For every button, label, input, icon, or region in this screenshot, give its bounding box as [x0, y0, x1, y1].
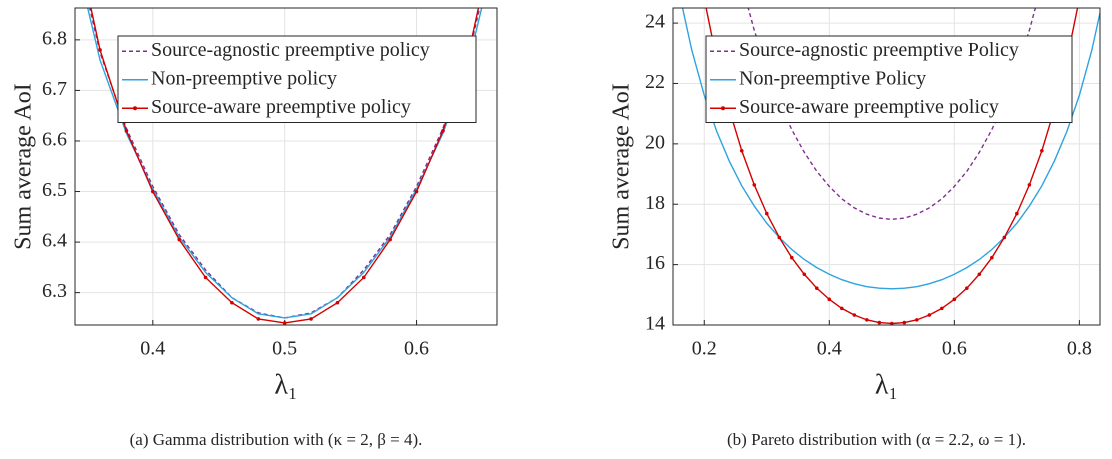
- legend-box: [117, 35, 477, 123]
- caption: (b) Pareto distribution with (α = 2.2, ω…: [727, 430, 1026, 449]
- y-tick-label: 24: [645, 11, 665, 33]
- legend-marker: [721, 106, 725, 111]
- subplot: 0.4 0.5 0.6 6.3 6.4 6.5 6.6 6.7 6.8 Source-agnost…: [11, 7, 498, 449]
- marker: [839, 306, 844, 311]
- marker: [752, 183, 757, 187]
- marker: [1040, 149, 1044, 153]
- marker: [952, 297, 957, 302]
- subplot: 0.2 0.4 0.6 0.8 14 16 18 20 22 24 Source-agnostic …: [609, 0, 1101, 449]
- marker: [927, 313, 932, 317]
- series-group: [681, 0, 1100, 325]
- marker: [852, 313, 857, 317]
- caption: (a) Gamma distribution with (κ = 2, β = …: [130, 430, 423, 449]
- marker: [414, 189, 419, 194]
- marker: [777, 235, 782, 240]
- marker: [151, 189, 155, 194]
- x-axis-label: λ₁: [875, 369, 898, 400]
- legend-box: [705, 35, 1073, 123]
- series-line: [747, 8, 1037, 221]
- marker: [362, 275, 366, 280]
- x-tick-label: 0.8: [1067, 338, 1092, 360]
- marker: [702, 0, 706, 1]
- marker: [98, 48, 102, 52]
- legend-label: Source-aware preemptive policy: [739, 96, 999, 118]
- marker: [309, 317, 313, 321]
- marker: [1015, 211, 1019, 216]
- y-tick-label: 20: [645, 131, 665, 153]
- y-tick-label: 6.8: [42, 27, 67, 49]
- y-axis-label: Sum average AoI: [11, 83, 37, 250]
- y-tick-label: 6.4: [42, 230, 67, 252]
- series-group: [86, 8, 483, 325]
- x-tick-label: 0.6: [404, 338, 429, 360]
- marker: [789, 255, 794, 260]
- y-tick-label: 22: [645, 71, 665, 93]
- legend-label: Non-preemptive policy: [151, 67, 337, 89]
- marker: [256, 317, 261, 321]
- x-tick-label: 0.4: [140, 338, 165, 360]
- marker: [230, 300, 234, 305]
- marker: [827, 297, 832, 302]
- x-axis-label: λ₁: [274, 369, 297, 400]
- marker: [764, 211, 769, 216]
- marker: [441, 129, 445, 133]
- axes-box: [74, 7, 498, 326]
- y-tick-label: 6.3: [42, 280, 67, 302]
- x-tick-label: 0.5: [272, 338, 297, 360]
- legend-label: Non-preemptive Policy: [739, 67, 926, 89]
- y-tick-label: 6.6: [42, 129, 67, 151]
- marker: [977, 272, 982, 277]
- axes-box: [672, 7, 1101, 326]
- marker: [965, 286, 969, 290]
- x-tick-label: 0.2: [692, 338, 717, 360]
- legend-label: Source-agnostic preemptive Policy: [739, 39, 1019, 61]
- marker: [282, 321, 287, 325]
- marker: [335, 300, 340, 305]
- marker: [388, 237, 392, 242]
- x-tick-label: 0.6: [942, 338, 967, 360]
- y-axis-label: Sum average AoI: [609, 83, 635, 250]
- y-tick-label: 6.5: [42, 179, 67, 201]
- marker: [124, 129, 129, 133]
- marker: [902, 320, 907, 325]
- marker: [814, 286, 819, 290]
- marker: [1002, 235, 1007, 240]
- marker: [739, 149, 744, 153]
- marker: [1078, 0, 1082, 1]
- marker: [1027, 183, 1032, 187]
- y-tick-label: 14: [645, 313, 665, 335]
- marker: [802, 272, 807, 277]
- legend-label: Source-agnostic preemptive policy: [151, 39, 430, 61]
- marker: [203, 275, 208, 280]
- marker: [940, 306, 944, 311]
- y-tick-label: 16: [645, 252, 665, 274]
- marker: [990, 255, 994, 260]
- marker: [915, 318, 919, 322]
- series-line: [681, 8, 1100, 290]
- y-tick-label: 6.7: [42, 78, 67, 100]
- y-tick-label: 18: [645, 192, 665, 214]
- x-tick-label: 0.4: [817, 338, 842, 360]
- legend-label: Source-aware preemptive policy: [151, 96, 411, 118]
- legend-marker: [133, 106, 137, 111]
- marker: [890, 321, 894, 325]
- marker: [865, 318, 869, 322]
- marker: [877, 320, 882, 325]
- marker: [177, 237, 181, 242]
